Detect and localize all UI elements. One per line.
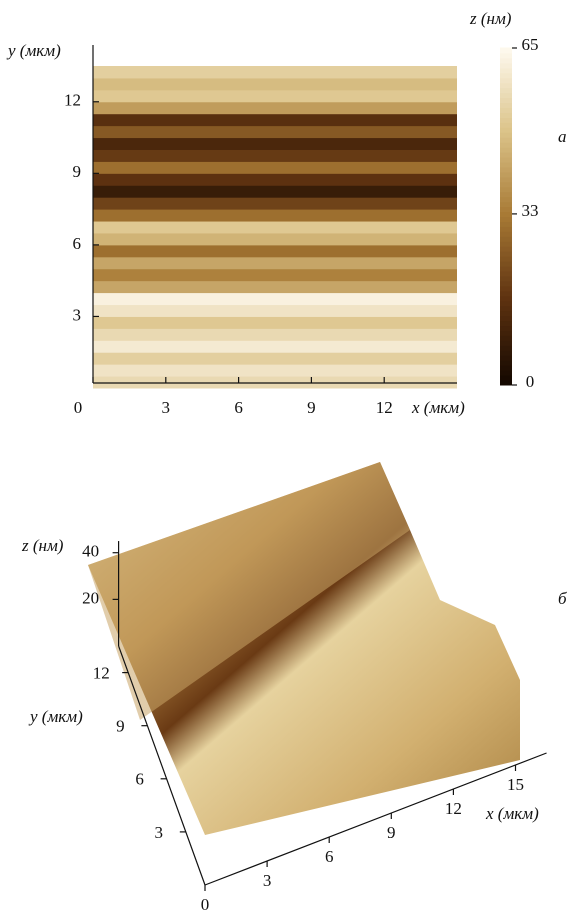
y-label: y (мкм) <box>6 41 61 60</box>
heat-row <box>93 364 457 376</box>
heat-row <box>93 138 457 150</box>
heat-row <box>93 185 457 197</box>
panel-label: б <box>558 589 567 608</box>
x-tick-label: 15 <box>507 775 524 794</box>
z-tick-label: 20 <box>82 588 99 607</box>
figure: 3 6 9 12 0 3 6 9 12 y (мкм) x (мкм) 0 33 65 z (нм) а 0 3 6… <box>0 0 578 915</box>
x-tick-label: 6 <box>234 398 243 417</box>
heat-row <box>93 102 457 114</box>
heat-row <box>93 78 457 90</box>
heat-row <box>93 328 457 340</box>
heat-row <box>93 161 457 173</box>
heat-row <box>93 245 457 257</box>
heat-row <box>93 126 457 138</box>
y-tick-label: 3 <box>155 823 164 842</box>
y-tick-label: 12 <box>93 664 110 683</box>
heat-row <box>93 114 457 126</box>
z-tick-label: 40 <box>82 542 99 561</box>
heat-row <box>93 305 457 317</box>
heat-row <box>93 197 457 209</box>
heat-row <box>93 340 457 352</box>
y-tick-label: 6 <box>135 770 144 789</box>
x-tick-label: 0 <box>201 895 210 914</box>
heat-row <box>93 221 457 233</box>
heat-row <box>93 316 457 328</box>
x-tick-label: 12 <box>376 398 393 417</box>
x-tick-label: 0 <box>74 398 83 417</box>
heat-row <box>93 149 457 161</box>
colorbar-tick-label: 65 <box>522 35 539 54</box>
x-tick-label: 12 <box>445 799 462 818</box>
heat-row <box>93 90 457 102</box>
panel-label: а <box>558 127 567 146</box>
x-tick-label: 9 <box>307 398 316 417</box>
z-label: z (нм) <box>21 536 64 555</box>
x-tick-label: 3 <box>263 871 272 890</box>
heat-row <box>93 233 457 245</box>
heat-row <box>93 66 457 78</box>
y-tick-label: 9 <box>73 162 82 181</box>
heat-row <box>93 376 457 388</box>
x-tick-label: 9 <box>387 823 396 842</box>
y-tick-label: 6 <box>73 234 82 253</box>
x-label: x (мкм) <box>411 398 465 417</box>
heat-row <box>93 209 457 221</box>
x-tick-label: 3 <box>162 398 171 417</box>
y-tick-label: 9 <box>116 717 125 736</box>
heat-row <box>93 352 457 364</box>
heat-row <box>93 257 457 269</box>
x-tick-label: 6 <box>325 847 334 866</box>
x-label: x (мкм) <box>485 804 539 823</box>
y-label: y (мкм) <box>28 707 83 726</box>
heat-row <box>93 269 457 281</box>
y-tick-label: 3 <box>73 305 82 324</box>
colorbar-cell <box>500 47 512 53</box>
colorbar-tick-label: 33 <box>522 201 539 220</box>
heat-row <box>93 281 457 293</box>
heat-row <box>93 173 457 185</box>
colorbar-tick-label: 0 <box>526 372 535 391</box>
heat-row <box>93 293 457 305</box>
colorbar-label: z (нм) <box>469 9 512 28</box>
y-tick-label: 12 <box>64 91 81 110</box>
